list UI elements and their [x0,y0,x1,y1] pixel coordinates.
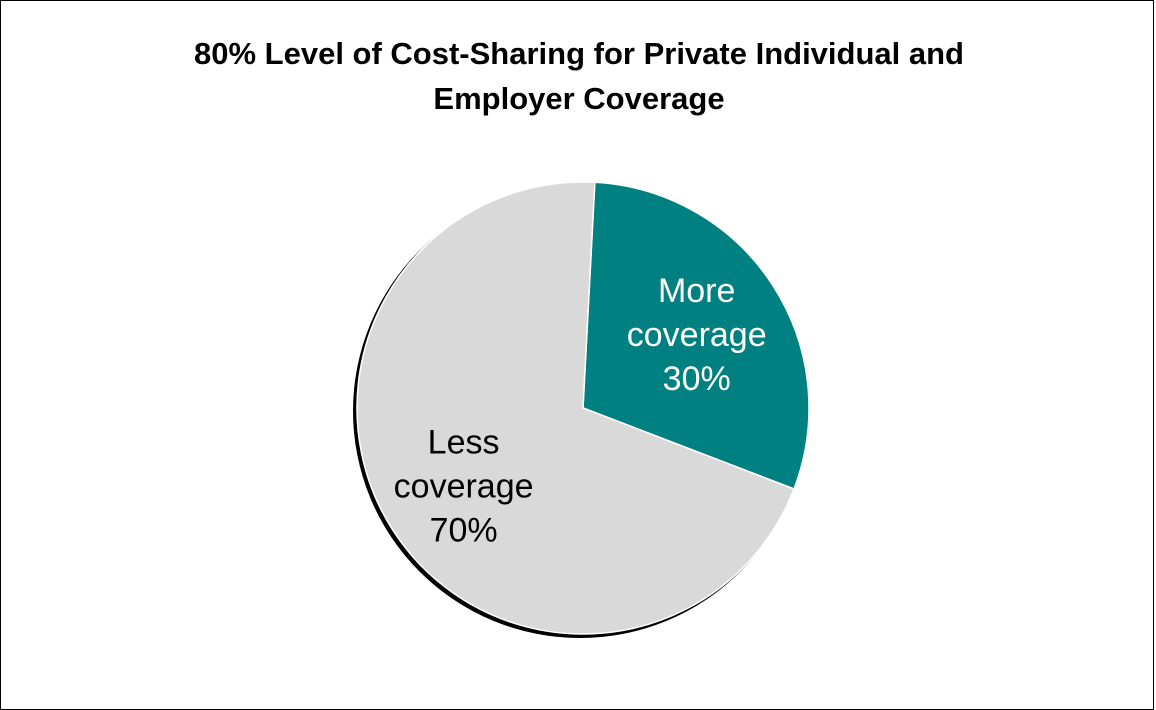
slice-label-line: More [658,272,735,310]
pie-labels: More coverage 30% Less coverage 70% [394,272,767,549]
chart-title: 80% Level of Cost-Sharing for Private In… [1,31,1156,121]
slice-label-line: 30% [663,360,731,398]
slice-label-more-coverage: More coverage 30% [627,272,767,398]
slice-label-line: 70% [430,512,498,550]
pie-slice-more-coverage [582,181,810,490]
pie-slice-less-coverage [356,181,795,635]
chart-title-line-2: Employer Coverage [433,81,725,116]
slice-label-line: Less [428,424,500,462]
slice-label-less-coverage: Less coverage 70% [394,424,534,550]
pie-slices [353,181,810,638]
slice-label-line: coverage [627,316,767,354]
chart-title-line-1: 80% Level of Cost-Sharing for Private In… [194,36,964,71]
slice-label-line: coverage [394,468,534,506]
